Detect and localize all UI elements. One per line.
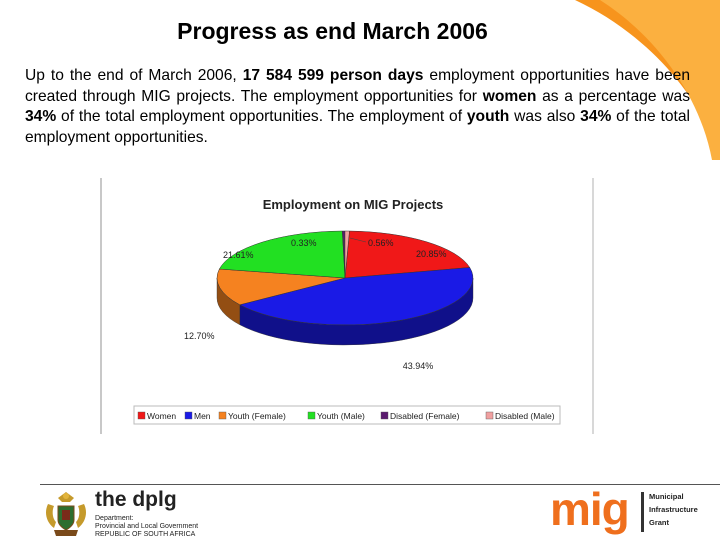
- data-label: 43.94%: [403, 361, 434, 371]
- pie-chart: Employment on MIG Projects 20.85% 43.94% 12…: [133, 197, 561, 425]
- dplg-title: the dplg: [95, 488, 177, 511]
- legend-swatch: [380, 411, 389, 420]
- paragraph-segment: of the total employment opportunities. T…: [56, 108, 467, 125]
- chart-frame: [100, 178, 594, 434]
- legend-label: Youth (Female): [228, 411, 286, 421]
- body-paragraph: Up to the end of March 2006, 17 584 599 …: [25, 66, 690, 148]
- paragraph-segment: as a percentage was: [536, 87, 690, 105]
- pie-slice: [344, 230, 471, 279]
- slide-title: Progress as end March 2006: [177, 18, 488, 44]
- legend-swatch: [218, 411, 227, 420]
- mig-wordmark: mig: [550, 483, 630, 535]
- coat-of-arms-icon: [46, 492, 86, 536]
- pie-slice: [218, 230, 346, 279]
- data-label: 0.33%: [291, 238, 317, 248]
- mig-line: Municipal: [649, 492, 684, 501]
- legend-swatch: [184, 411, 193, 420]
- paragraph-segment: Up to the end of March 2006,: [25, 67, 243, 84]
- paragraph-segment-bold: 34%: [25, 108, 57, 125]
- mig-divider: [641, 492, 644, 532]
- legend-swatch: [137, 411, 146, 420]
- paragraph-segment: of the total employment opportunities.: [25, 108, 690, 146]
- data-label: 20.85%: [416, 249, 447, 259]
- paragraph-segment: was also: [509, 108, 581, 125]
- data-label: 21.61%: [223, 250, 254, 260]
- pie-slice: [239, 267, 474, 326]
- paragraph-segment: employment opportunities have been creat…: [25, 67, 690, 105]
- dplg-line: Department:: [95, 515, 134, 522]
- pie-slice: [216, 268, 346, 306]
- chart-title: Employment on MIG Projects: [263, 197, 444, 212]
- leader-line: [349, 237, 367, 243]
- paragraph-segment-bold: women: [482, 87, 537, 105]
- legend-label: Women: [147, 411, 176, 421]
- data-label: 0.56%: [368, 238, 394, 248]
- dplg-line: Provincial and Local Government: [95, 523, 199, 530]
- paragraph-segment-bold: youth: [466, 108, 510, 125]
- mig-logo: mig Municipal Infrastructure Grant: [548, 483, 720, 540]
- pie-slice: [344, 230, 350, 279]
- dplg-logo: the dplg Department: Provincial and Loca…: [40, 488, 210, 538]
- legend-swatch: [485, 411, 494, 420]
- mig-line: Infrastructure: [649, 505, 698, 514]
- legend-label: Youth (Male): [317, 411, 365, 421]
- paragraph-segment-bold: 17 584 599 person days: [242, 67, 424, 84]
- data-label: 12.70%: [184, 331, 215, 341]
- legend-label: Disabled (Male): [495, 411, 555, 421]
- mig-line: Grant: [649, 518, 670, 527]
- legend-box: [133, 405, 561, 425]
- legend-label: Men: [194, 411, 211, 421]
- legend-swatch: [307, 411, 316, 420]
- dplg-line: REPUBLIC OF SOUTH AFRICA: [95, 531, 196, 538]
- footer-divider: [40, 484, 720, 485]
- paragraph-segment-bold: 34%: [580, 108, 612, 125]
- legend-label: Disabled (Female): [390, 411, 460, 421]
